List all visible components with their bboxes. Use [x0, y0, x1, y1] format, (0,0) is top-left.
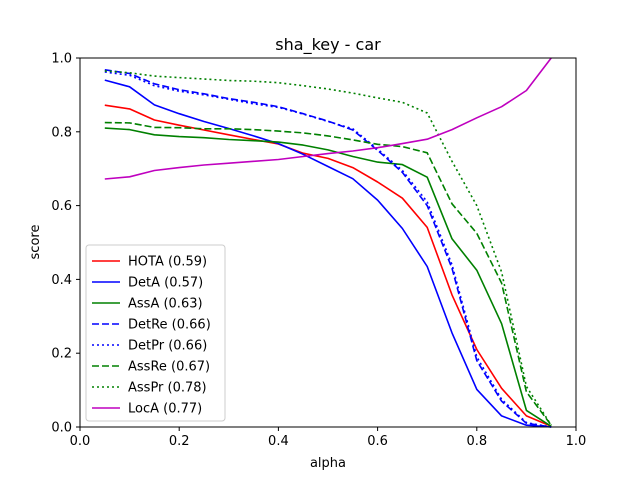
x-tick-label: 0.4 [268, 434, 289, 449]
legend-box [85, 244, 226, 422]
x-axis-label: alpha [310, 456, 346, 471]
legend-label: DetRe (0.66) [128, 318, 211, 333]
chart-title: sha_key - car [275, 35, 381, 55]
legend-label: DetA (0.57) [128, 276, 203, 291]
y-tick-label: 0.8 [51, 125, 72, 140]
x-tick-label: 0.0 [70, 434, 91, 449]
legend-label: LocA (0.77) [128, 402, 202, 417]
y-tick-label: 0.2 [51, 347, 72, 362]
legend-label: HOTA (0.59) [128, 255, 207, 270]
y-axis-label: score [28, 225, 43, 260]
y-tick-label: 0.0 [51, 421, 72, 436]
y-tick-label: 0.6 [51, 199, 72, 214]
series-line-hota [104, 104, 552, 428]
legend-label: AssPr (0.78) [128, 381, 207, 396]
series-layer [104, 57, 552, 428]
series-line-loca [104, 57, 552, 180]
axes-layer: 0.0 0.2 0.4 0.6 0.8 1.0 0.0 0.2 0.4 0.6 0.8 1.0 [51, 52, 586, 450]
series-line-assa [104, 127, 552, 427]
y-tick-label: 1.0 [51, 52, 72, 67]
series-line-deta [104, 79, 552, 428]
plot-frame [79, 57, 577, 428]
series-line-asspr [104, 70, 552, 426]
legend-label: AssRe (0.67) [128, 360, 210, 375]
legend-label: DetPr (0.66) [128, 339, 207, 354]
series-line-detre [104, 69, 552, 428]
x-tick-label: 0.2 [169, 434, 190, 449]
x-tick-label: 0.6 [367, 434, 388, 449]
legend-label: AssA (0.63) [128, 297, 203, 312]
x-tick-label: 0.8 [466, 434, 487, 449]
series-line-assre [104, 121, 552, 426]
x-tick-label: 1.0 [566, 434, 587, 449]
y-tick-label: 0.4 [51, 273, 72, 288]
legend: HOTA (0.59) DetA (0.57) AssA (0.63) DetRe (… [85, 244, 226, 422]
